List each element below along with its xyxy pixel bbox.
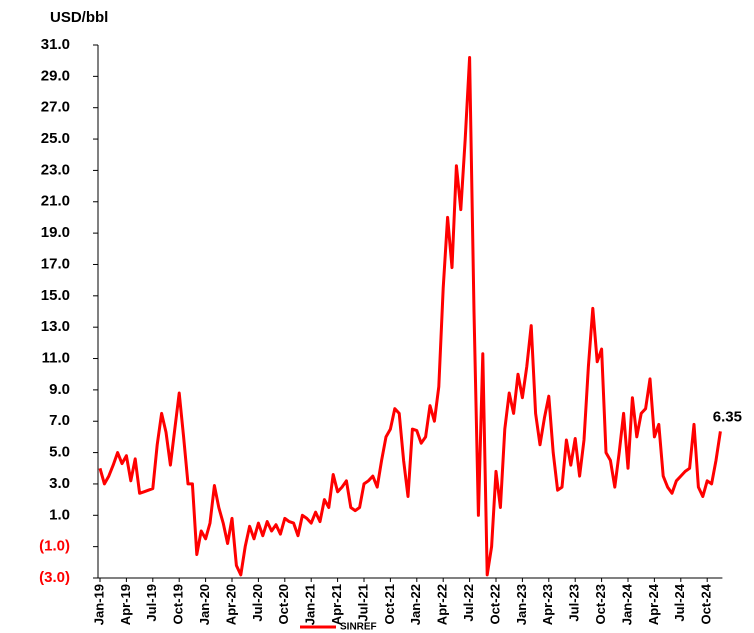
y-tick-label: 15.0 <box>41 287 70 304</box>
y-tick-label: 7.0 <box>49 412 70 429</box>
x-tick-label: Jul-23 <box>567 584 582 622</box>
x-tick-label: Jul-21 <box>355 584 370 622</box>
y-tick-label: 13.0 <box>41 318 70 335</box>
y-axis-title: USD/bbl <box>50 9 108 26</box>
x-tick-label: Jul-22 <box>461 584 476 622</box>
x-tick-label: Apr-24 <box>646 583 661 625</box>
y-tick-label: 29.0 <box>41 67 70 84</box>
x-tick-label: Apr-20 <box>223 584 238 625</box>
y-tick-label: 1.0 <box>49 506 70 523</box>
x-tick-label: Jan-21 <box>303 584 318 625</box>
series-line <box>98 56 722 577</box>
x-tick-label: Apr-22 <box>435 584 450 625</box>
x-tick-label: Oct-23 <box>593 584 608 624</box>
y-tick-label: 21.0 <box>41 193 70 210</box>
end-value-label: 6.35 <box>713 408 742 425</box>
y-tick-label: (3.0) <box>39 569 70 586</box>
x-tick-label: Jan-24 <box>619 583 634 625</box>
y-tick-label: 19.0 <box>41 224 70 241</box>
x-tick-label: Oct-21 <box>382 584 397 624</box>
x-tick-label: Oct-24 <box>699 583 714 624</box>
x-tick-label: Oct-22 <box>487 584 502 624</box>
x-tick-label: Oct-20 <box>276 584 291 624</box>
x-tick-label: Jan-23 <box>514 584 529 625</box>
x-tick-label: Jan-22 <box>408 584 423 625</box>
x-tick-label: Jul-19 <box>144 584 159 622</box>
x-tick-label: Apr-19 <box>118 584 133 625</box>
y-tick-label: 17.0 <box>41 255 70 272</box>
y-tick-label: (1.0) <box>39 538 70 555</box>
x-tick-label: Oct-19 <box>171 584 186 624</box>
y-tick-label: 9.0 <box>49 381 70 398</box>
y-tick-label: 11.0 <box>42 349 70 366</box>
x-tick-label: Apr-21 <box>329 584 344 625</box>
x-tick-label: Jul-24 <box>672 583 687 621</box>
y-tick-label: 3.0 <box>49 475 70 492</box>
y-tick-label: 31.0 <box>41 36 70 53</box>
y-tick-label: 5.0 <box>49 444 70 461</box>
x-tick-label: Jan-19 <box>91 584 106 625</box>
y-tick-label: 23.0 <box>41 161 70 178</box>
x-tick-label: Jul-20 <box>250 584 265 622</box>
y-tick-label: 25.0 <box>41 130 70 147</box>
legend-label: SINREF <box>340 622 377 633</box>
x-tick-label: Jan-20 <box>197 584 212 625</box>
y-tick-label: 27.0 <box>41 99 70 116</box>
x-tick-label: Apr-23 <box>540 584 555 625</box>
